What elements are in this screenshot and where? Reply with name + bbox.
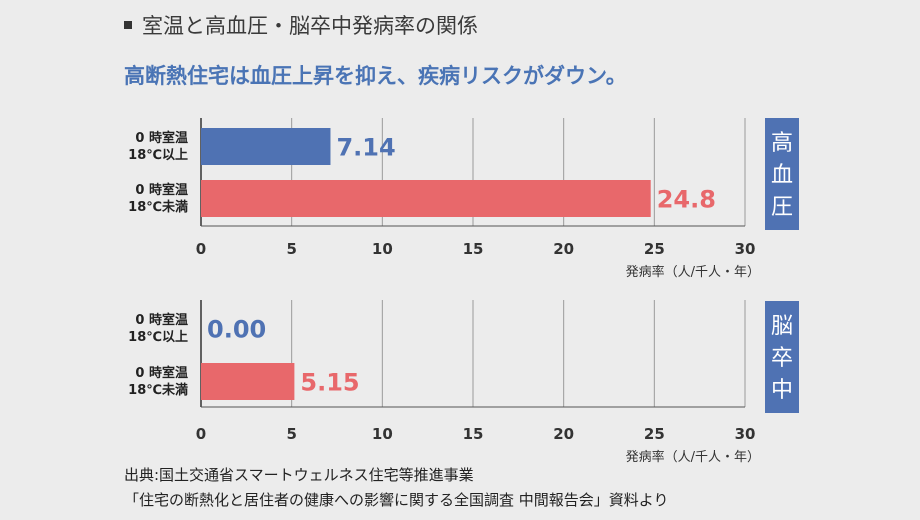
panel-badge-char: 圧: [771, 195, 793, 220]
panel-badge-char: 脳: [771, 314, 793, 339]
tick-label: 0: [196, 425, 206, 443]
bar: [201, 363, 295, 400]
chart-heading: 室温と高血圧・脳卒中発病率の関係: [124, 10, 478, 40]
tick-label: 0: [196, 240, 206, 258]
data-label: 24.8: [657, 186, 716, 214]
tick-label: 15: [463, 425, 484, 443]
panel-badge-char: 血: [771, 163, 793, 188]
category-label: 0 時室温: [135, 182, 188, 198]
tick-label: 30: [735, 425, 756, 443]
bullet-icon: [124, 21, 132, 29]
x-axis-title: 発病率（人/千人・年）: [626, 264, 760, 280]
tick-label: 25: [644, 240, 665, 258]
data-label: 7.14: [336, 134, 395, 162]
tick-label: 20: [553, 240, 574, 258]
tick-label: 5: [286, 425, 296, 443]
x-axis-title: 発病率（人/千人・年）: [626, 449, 760, 465]
panel-badge-char: 卒: [771, 346, 793, 371]
source-line-1: 出典:国土交通省スマートウェルネス住宅等推進事業: [124, 466, 474, 484]
tick-label: 20: [553, 425, 574, 443]
bar: [201, 180, 651, 217]
tick-label: 30: [735, 240, 756, 258]
category-label: 18℃未満: [128, 199, 188, 215]
category-label: 0 時室温: [135, 312, 188, 328]
tick-label: 5: [286, 240, 296, 258]
tick-label: 25: [644, 425, 665, 443]
bar: [201, 128, 331, 165]
tick-label: 15: [463, 240, 484, 258]
tick-label: 10: [372, 425, 393, 443]
category-label: 0 時室温: [135, 365, 188, 381]
chart-heading-text: 室温と高血圧・脳卒中発病率の関係: [142, 14, 478, 38]
panel-badge-char: 高: [771, 131, 793, 156]
panel-badge-char: 中: [771, 378, 793, 403]
category-label: 18℃以上: [128, 148, 188, 163]
panel-badge: [765, 118, 799, 230]
data-label: 0.00: [207, 316, 266, 344]
data-label: 5.15: [300, 369, 359, 397]
tick-label: 10: [372, 240, 393, 258]
category-label: 18℃未満: [128, 382, 188, 398]
source-line-2: 「住宅の断熱化と居住者の健康への影響に関する全国調査 中間報告会」資料より: [124, 491, 669, 509]
category-label: 0 時室温: [135, 130, 188, 146]
panel-badge: [765, 301, 799, 413]
category-label: 18℃以上: [128, 330, 188, 345]
chart-subtitle: 高断熱住宅は血圧上昇を抑え、疾病リスクがダウン。: [124, 64, 627, 88]
